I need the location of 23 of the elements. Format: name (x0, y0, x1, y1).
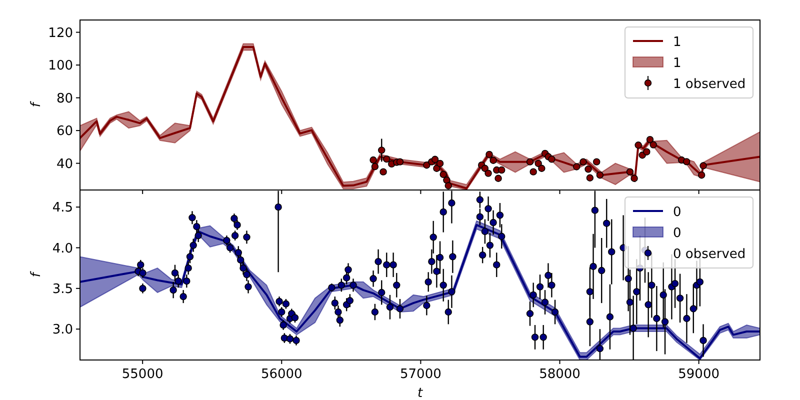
y-tick-label: 3.5 (52, 282, 73, 297)
x-axis-title: t (417, 386, 424, 400)
legend-label: 0 observed (673, 247, 746, 262)
y-axis-title: f (29, 270, 44, 278)
legend-label: 0 (673, 226, 682, 241)
x-tick-label: 57000 (400, 367, 442, 382)
y-tick-label: 80 (56, 91, 73, 106)
y-tick-label: 4.0 (52, 241, 73, 256)
legend-label: 1 observed (673, 77, 746, 92)
x-tick-label: 55000 (122, 367, 164, 382)
y-tick-label: 60 (56, 124, 73, 140)
text: 0 (673, 205, 682, 220)
y-tick-label: 100 (48, 58, 73, 74)
y-tick-label: 120 (48, 26, 73, 41)
y-tick-label: 4.5 (52, 200, 73, 216)
x-tick-label: 59000 (678, 367, 720, 382)
y-tick-label: 40 (56, 156, 73, 172)
x-tick-label: 56000 (260, 367, 302, 382)
y-tick-label: 3.0 (52, 322, 73, 338)
y-axis-title: f (29, 100, 44, 108)
x-tick-label: 58000 (539, 367, 580, 382)
legend-label: 1 (673, 35, 682, 50)
text: 1 (673, 56, 682, 71)
